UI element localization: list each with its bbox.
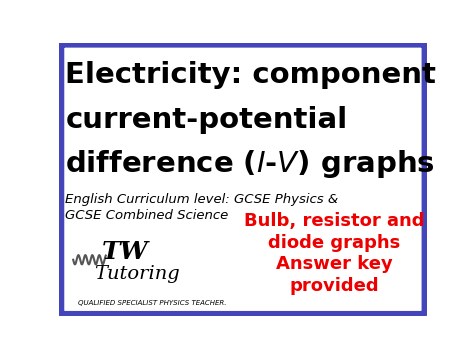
Text: difference ($\mathbf{\mathit{I}}$-$\mathbf{\mathit{V}}$) graphs: difference ($\mathbf{\mathit{I}}$-$\math… <box>65 148 435 180</box>
Text: English Curriculum level: GCSE Physics &: English Curriculum level: GCSE Physics & <box>65 193 339 206</box>
Text: Tutoring: Tutoring <box>94 264 180 283</box>
Text: TW: TW <box>102 240 148 264</box>
Text: QUALIFIED SPECIALIST PHYSICS TEACHER.: QUALIFIED SPECIALIST PHYSICS TEACHER. <box>78 300 227 306</box>
Text: diode graphs: diode graphs <box>268 234 401 252</box>
Text: Answer key: Answer key <box>276 255 393 273</box>
Text: Bulb, resistor and: Bulb, resistor and <box>244 212 425 230</box>
Text: provided: provided <box>290 277 379 295</box>
Text: Electricity: component: Electricity: component <box>65 61 437 89</box>
Text: GCSE Combined Science: GCSE Combined Science <box>65 209 228 222</box>
FancyBboxPatch shape <box>61 44 425 315</box>
Text: current-potential: current-potential <box>65 105 348 133</box>
